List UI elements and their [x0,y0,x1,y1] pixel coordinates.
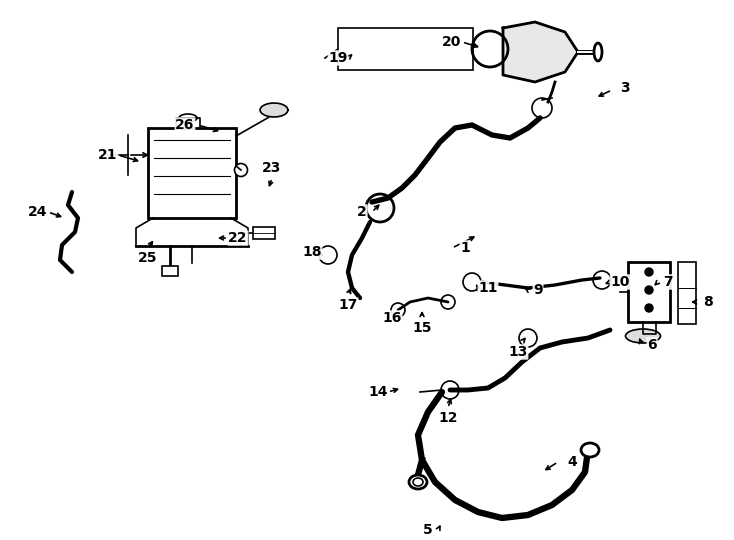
Polygon shape [260,103,288,117]
Text: 5: 5 [423,523,433,537]
Text: 24: 24 [28,205,48,219]
Text: 23: 23 [262,161,282,175]
Ellipse shape [581,443,599,457]
Bar [678,262,696,324]
Text: 14: 14 [368,385,388,399]
Text: 22: 22 [228,231,248,245]
Text: 18: 18 [302,245,321,259]
Text: 3: 3 [620,81,630,95]
Text: 11: 11 [479,281,498,295]
Text: 13: 13 [509,345,528,359]
Text: 19: 19 [328,51,348,65]
Text: 8: 8 [703,295,713,309]
Ellipse shape [409,475,427,489]
Text: 20: 20 [443,35,462,49]
Ellipse shape [625,329,661,343]
Circle shape [234,164,247,177]
Text: 26: 26 [175,118,195,132]
Text: 1: 1 [460,241,470,255]
Text: 12: 12 [438,411,458,425]
Polygon shape [503,22,578,82]
Text: 9: 9 [533,283,543,297]
Bar [162,266,178,276]
Text: 10: 10 [610,275,630,289]
Text: 4: 4 [567,455,577,469]
Circle shape [645,304,653,312]
Text: 2: 2 [357,205,367,219]
Text: 15: 15 [413,321,432,335]
Text: 7: 7 [664,275,673,289]
Text: 16: 16 [382,311,401,325]
Text: 21: 21 [98,148,117,162]
Bar [628,262,670,322]
Text: 17: 17 [338,298,357,312]
Circle shape [645,268,653,276]
Bar [253,227,275,239]
Text: 25: 25 [138,251,158,265]
Text: 6: 6 [647,338,657,352]
Bar [338,28,473,70]
Bar [148,128,236,218]
Circle shape [645,286,653,294]
Ellipse shape [594,43,602,61]
